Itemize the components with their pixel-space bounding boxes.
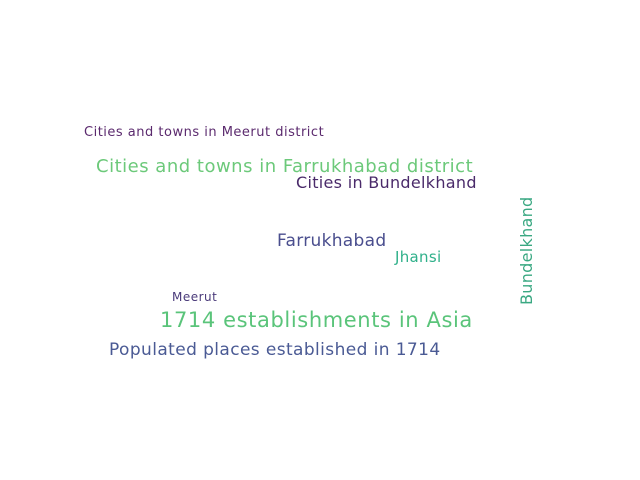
word-farrukhabad: Farrukhabad (277, 231, 387, 251)
word-meerut: Meerut (172, 290, 218, 304)
word-1714-establishments-in-asia: 1714 establishments in Asia (160, 308, 473, 332)
word-bundelkhand: Bundelkhand (517, 196, 536, 305)
word-cities-towns-farrukhabad-district: Cities and towns in Farrukhabad district (96, 156, 474, 177)
word-populated-places-established-1714: Populated places established in 1714 (109, 340, 441, 360)
word-jhansi: Jhansi (395, 248, 442, 266)
word-cities-towns-meerut-district: Cities and towns in Meerut district (84, 125, 325, 140)
word-cities-in-bundelkhand: Cities in Bundelkhand (296, 173, 477, 192)
